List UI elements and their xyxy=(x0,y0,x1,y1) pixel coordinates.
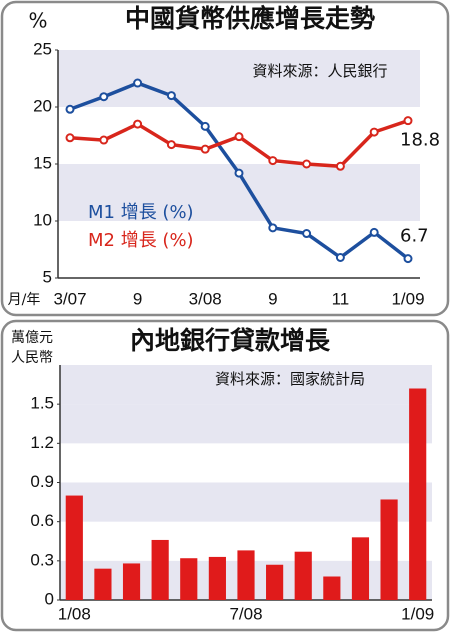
grid-band xyxy=(60,482,432,522)
point xyxy=(403,116,413,126)
data-label: 6.7 xyxy=(400,226,429,247)
bar xyxy=(151,539,169,600)
chart-title: 中國貨幣供應增長走勢 xyxy=(125,4,375,33)
point xyxy=(200,144,210,154)
grid-band xyxy=(58,50,420,107)
bar xyxy=(94,568,112,600)
y-axis-label: 萬億元 xyxy=(11,330,53,346)
x-tick-label: 1/09 xyxy=(401,604,434,623)
legend-entry: M2 增長 (%) xyxy=(88,230,194,251)
y-tick-label: 25 xyxy=(33,39,52,58)
x-tick-label: 3/08 xyxy=(189,289,222,308)
point xyxy=(133,78,143,88)
y-tick-label: 10 xyxy=(33,210,52,229)
y-tick-label: 0 xyxy=(45,589,54,608)
grid-band xyxy=(60,404,432,444)
point xyxy=(99,135,109,145)
point xyxy=(268,156,278,166)
y-tick-label: 0.9 xyxy=(30,472,54,491)
bar xyxy=(237,550,255,600)
y-axis-label: 人民幣 xyxy=(11,350,53,366)
point xyxy=(200,121,210,131)
y-tick-label: 15 xyxy=(33,153,52,172)
x-tick-label: 1/08 xyxy=(58,604,91,623)
point xyxy=(166,140,176,150)
bar xyxy=(180,558,198,600)
point xyxy=(369,127,379,137)
x-tick-label: 7/08 xyxy=(229,604,262,623)
point xyxy=(403,254,413,264)
legend-entry: M1 增長 (%) xyxy=(88,202,194,223)
bar xyxy=(409,388,427,600)
bar xyxy=(323,576,341,600)
bar xyxy=(380,499,398,600)
bar xyxy=(208,556,226,600)
point xyxy=(268,223,278,233)
point xyxy=(369,227,379,237)
bar xyxy=(351,537,370,600)
y-tick-label: 1.5 xyxy=(30,394,54,413)
bar xyxy=(122,563,141,600)
chart-title: 內地銀行貸款增長 xyxy=(130,326,331,355)
y-tick-label: 0.3 xyxy=(30,550,54,569)
point xyxy=(234,168,244,178)
x-axis-label: 月/年 xyxy=(8,292,41,308)
point xyxy=(335,252,345,262)
bar xyxy=(65,495,83,600)
x-tick-label: 9 xyxy=(133,289,142,308)
y-axis-label: % xyxy=(28,9,47,33)
point xyxy=(166,91,176,101)
bar xyxy=(266,564,284,600)
x-tick-label: 11 xyxy=(332,289,350,308)
y-tick-label: 0.6 xyxy=(30,511,54,530)
point xyxy=(302,229,312,239)
y-tick-label: 5 xyxy=(43,267,52,286)
point xyxy=(65,133,75,143)
y-tick-label: 1.2 xyxy=(30,433,54,452)
source: 資料來源：人民銀行 xyxy=(252,62,387,80)
bar xyxy=(294,551,312,600)
point xyxy=(133,119,143,129)
grid-band xyxy=(60,365,432,405)
point xyxy=(99,92,109,102)
x-tick-label: 1/09 xyxy=(391,289,424,308)
x-tick-label: 3/07 xyxy=(53,289,86,308)
y-tick-label: 20 xyxy=(33,96,52,115)
point xyxy=(335,161,345,171)
source: 資料來源：國家統計局 xyxy=(215,370,365,388)
point xyxy=(65,104,75,114)
point xyxy=(302,159,312,169)
data-label: 18.8 xyxy=(400,130,440,151)
x-tick-label: 9 xyxy=(268,289,277,308)
point xyxy=(234,132,244,142)
